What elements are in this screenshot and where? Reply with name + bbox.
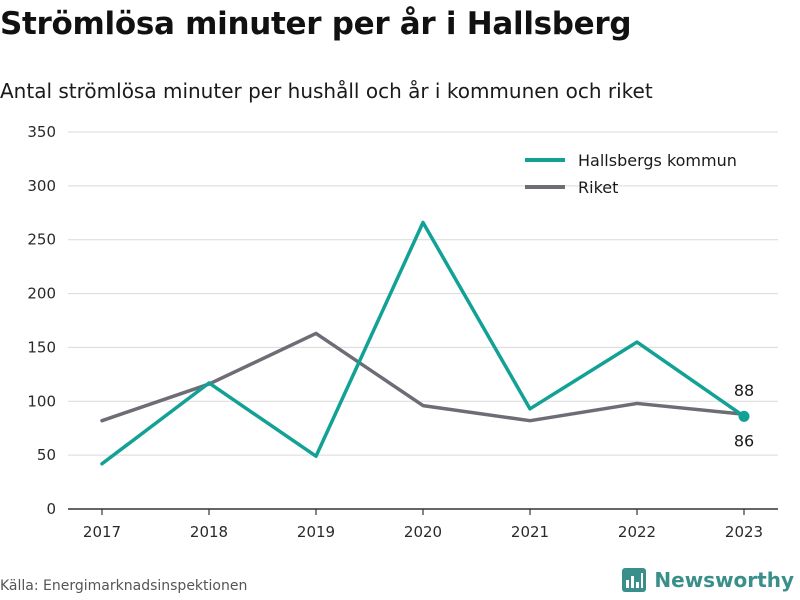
chart-subtitle: Antal strömlösa minuter per hushåll och …	[0, 79, 653, 103]
x-tick-label: 2020	[404, 523, 442, 541]
grid-lines	[68, 131, 778, 456]
series-lines	[100, 220, 750, 466]
y-tick-label: 150	[27, 338, 56, 356]
legend-label-hallsberg: Hallsbergs kommun	[578, 151, 737, 170]
legend-label-riket: Riket	[578, 178, 618, 197]
bar-chart-icon	[622, 568, 647, 592]
series-line-hallsberg	[100, 220, 746, 466]
data-label-hallsberg-2023: 86	[734, 431, 754, 450]
x-tick-label: 2019	[297, 523, 335, 541]
y-tick-label: 350	[27, 123, 56, 141]
x-tick-label: 2022	[618, 523, 656, 541]
brand-logo: Newsworthy	[622, 568, 794, 592]
y-tick-label: 200	[27, 285, 56, 303]
x-tick-label: 2021	[511, 523, 549, 541]
y-tick-label: 0	[46, 500, 56, 518]
x-tick-label: 2018	[190, 523, 228, 541]
source-note: Källa: Energimarknadsinspektionen	[0, 578, 248, 594]
end-point-hallsberg	[738, 410, 750, 422]
y-tick-label: 100	[27, 392, 56, 410]
x-tick-label: 2023	[725, 523, 763, 541]
data-label-riket-2023: 88	[734, 381, 754, 400]
legend: Hallsbergs kommun Riket	[525, 151, 737, 197]
x-tick-label: 2017	[83, 523, 121, 541]
y-tick-label: 250	[27, 231, 56, 249]
data-labels: 88 86	[734, 381, 754, 450]
series-line-riket	[100, 331, 746, 423]
chart-title: Strömlösa minuter per år i Hallsberg	[0, 6, 632, 42]
axes: 0 50 100 150 200 250 300 350 2017 2018 2019 2020 202…	[27, 123, 778, 541]
y-tick-label: 300	[27, 177, 56, 195]
brand-name: Newsworthy	[654, 568, 794, 592]
y-tick-label: 50	[37, 446, 56, 464]
